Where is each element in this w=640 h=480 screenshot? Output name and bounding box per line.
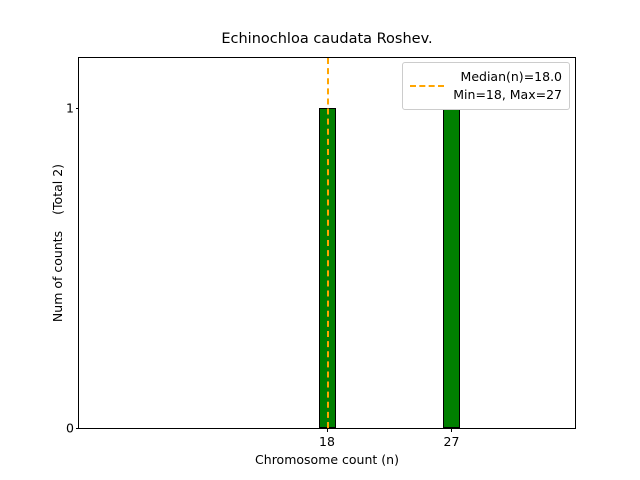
y-tick-label-1: 1	[66, 100, 74, 116]
chart-title: Echinochloa caudata Roshev.	[221, 31, 433, 47]
x-tick-label-18: 18	[319, 434, 335, 449]
y-axis-label-line2: (Total 2)	[49, 163, 65, 215]
median-line	[327, 58, 329, 428]
legend-text-group: Median(n)=18.0 Min=18, Max=27	[453, 68, 562, 104]
y-axis-label-line1: Num of counts	[49, 230, 65, 323]
bar-27	[443, 107, 461, 428]
x-tick-mark-18	[327, 428, 328, 432]
legend-label-minmax: Min=18, Max=27	[453, 87, 562, 102]
legend-entry-median: Median(n)=18.0 Min=18, Max=27	[410, 68, 562, 104]
dashed-line-icon	[410, 85, 445, 87]
plot-axes: 0 1 18 27 Median(n)=18.0	[66, 57, 576, 449]
x-axis-label: Chromosome count (n)	[255, 452, 399, 467]
x-tick-mark-27	[451, 428, 453, 432]
plot-area	[79, 58, 575, 428]
y-tick-mark-1	[75, 107, 79, 109]
x-tick-label-27: 27	[443, 434, 460, 449]
y-tick-mark-0	[75, 428, 79, 429]
legend-label-median: Median(n)=18.0	[460, 69, 562, 84]
y-tick-label-0: 0	[66, 420, 74, 436]
chart-legend: Median(n)=18.0 Min=18, Max=27	[402, 62, 570, 110]
